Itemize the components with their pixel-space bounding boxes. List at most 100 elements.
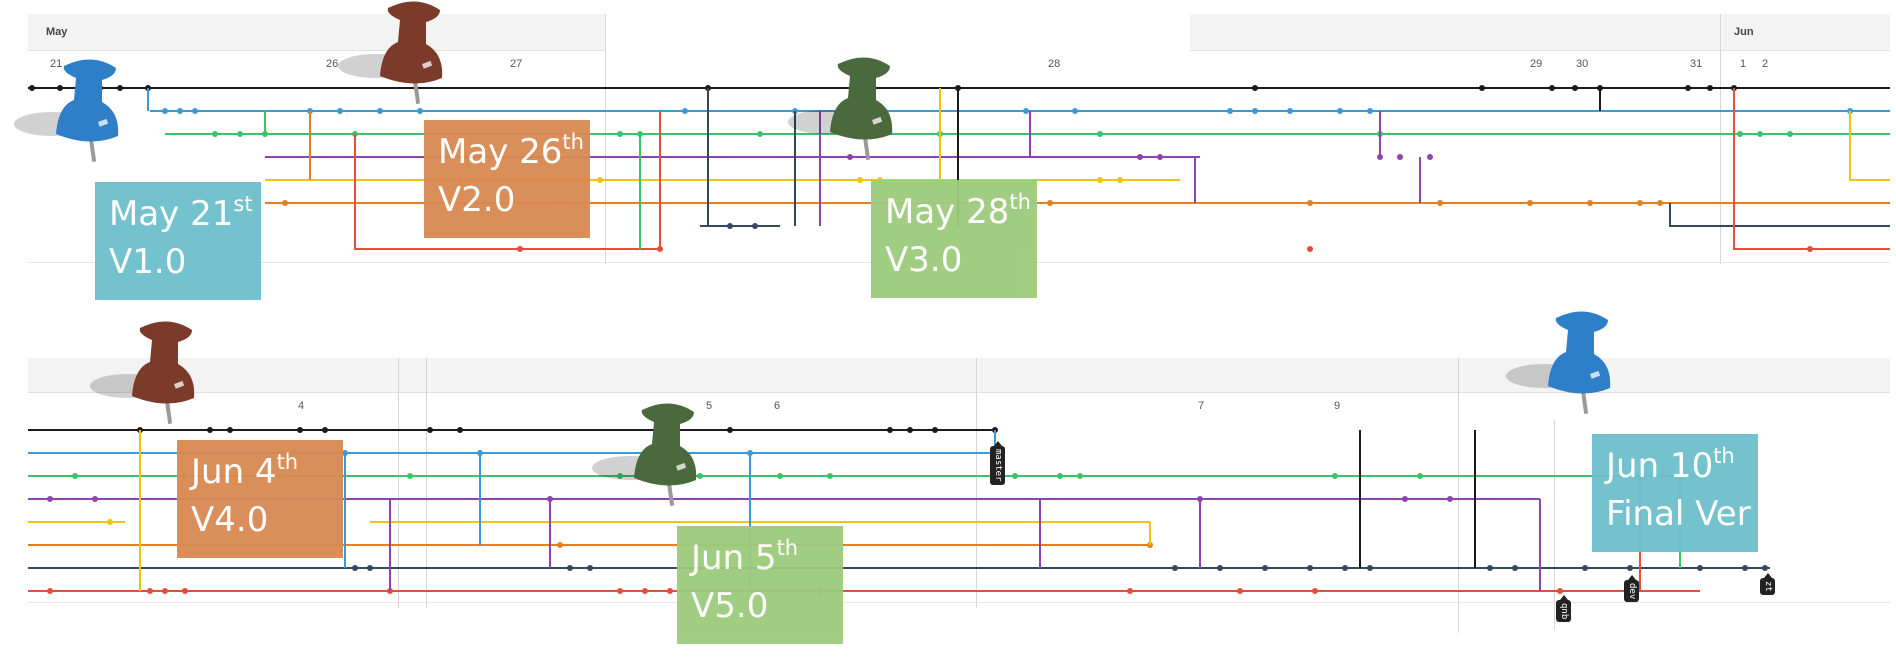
commit-dot (1172, 565, 1178, 571)
commit-dot (1227, 108, 1233, 114)
commit-dot (1367, 565, 1373, 571)
commit-dot (377, 108, 383, 114)
commit-dot (557, 542, 563, 548)
milestone-version: V5.0 (691, 586, 769, 626)
commit-dot (617, 473, 623, 479)
day-label: 30 (1576, 58, 1589, 70)
commit-dot (207, 427, 213, 433)
commit-dot (1757, 131, 1763, 137)
blue-pushpin (14, 59, 119, 162)
commit-dot (367, 565, 373, 571)
branch-tag-qnb[interactable]: qnb (1556, 594, 1571, 623)
commit-dot (1332, 473, 1338, 479)
commit-dot (567, 565, 573, 571)
top-timeline-header-left (28, 14, 606, 51)
commit-dot (517, 246, 523, 252)
commit-dot (847, 154, 853, 160)
commit-dot (597, 177, 603, 183)
day-label: 28 (1048, 58, 1061, 70)
milestone-version: V1.0 (109, 242, 187, 282)
commit-dot (162, 108, 168, 114)
commit-dot (1657, 200, 1663, 206)
commit-dot (352, 565, 358, 571)
day-label: 21 (50, 58, 63, 70)
commit-dot (1117, 177, 1123, 183)
day-label: 26 (326, 58, 339, 70)
commit-dot (1572, 85, 1578, 91)
milestone-date: Jun 10 (1606, 446, 1714, 486)
commit-dot (1742, 565, 1748, 571)
commit-dot (1307, 246, 1313, 252)
milestone-date: May 26 (438, 132, 563, 172)
day-label: 27 (510, 58, 523, 70)
milestone-date-suffix: th (1713, 444, 1735, 468)
commit-dot (1627, 565, 1633, 571)
commit-dot (667, 588, 673, 594)
branch-tag-master[interactable]: master (990, 441, 1005, 485)
commit-dot (162, 588, 168, 594)
commit-dot (932, 427, 938, 433)
commit-dot (1047, 200, 1053, 206)
commit-dot (72, 473, 78, 479)
commit-dot (752, 223, 758, 229)
commit-dot (92, 496, 98, 502)
commit-dot (47, 496, 53, 502)
commit-dot (147, 588, 153, 594)
commit-dot (1762, 565, 1768, 571)
commit-dot (1527, 200, 1533, 206)
milestone-note-v1: May 21st V1.0 (95, 182, 261, 300)
commit-dot (337, 108, 343, 114)
milestone-note-final: Jun 10th Final Ver (1592, 434, 1758, 552)
commit-dot (857, 177, 863, 183)
commit-dot (417, 108, 423, 114)
commit-dot (227, 427, 233, 433)
commit-dot (697, 473, 703, 479)
commit-dot (1685, 85, 1691, 91)
blue-pushpin (1506, 311, 1611, 414)
commit-dot (1012, 473, 1018, 479)
commit-dot (427, 427, 433, 433)
green-pushpin (788, 57, 893, 160)
commit-dot (1637, 200, 1643, 206)
bottom-divider (398, 358, 399, 608)
branch-line (1733, 88, 1890, 250)
commit-dot (1549, 85, 1555, 91)
green-pushpin (592, 403, 697, 506)
brown-pushpin (90, 321, 195, 424)
commit-dot (887, 427, 893, 433)
milestone-date-suffix: th (1009, 190, 1031, 214)
commit-dot (1582, 565, 1588, 571)
branch-tag-dev[interactable]: dev (1624, 574, 1639, 603)
commit-dot (1097, 131, 1103, 137)
commit-dot (1307, 200, 1313, 206)
branch-tag-zt[interactable]: zt (1760, 573, 1775, 595)
commit-dot (182, 588, 188, 594)
commit-dot (642, 588, 648, 594)
milestone-date-suffix: th (276, 450, 299, 474)
commit-dot (617, 131, 623, 137)
commit-dot (1127, 588, 1133, 594)
commit-dot (237, 131, 243, 137)
commit-dot (1787, 131, 1793, 137)
milestone-date: May 21 (109, 194, 234, 234)
milestone-note-v4: Jun 4th V4.0 (177, 440, 343, 558)
commit-dot (47, 588, 53, 594)
commit-dot (1437, 200, 1443, 206)
milestone-date: Jun 4 (191, 452, 277, 492)
commit-dot (1072, 108, 1078, 114)
commit-dot (1097, 177, 1103, 183)
commit-dot (177, 108, 183, 114)
commit-dot (1479, 85, 1485, 91)
milestone-note-v3: May 28th V3.0 (871, 180, 1037, 298)
commit-dot (1807, 246, 1813, 252)
commit-dot (727, 427, 733, 433)
commit-dot (1512, 565, 1518, 571)
milestone-date: Jun 5 (691, 538, 777, 578)
commit-dot (1287, 108, 1293, 114)
commit-dot (617, 588, 623, 594)
commit-dot (1697, 565, 1703, 571)
commit-dot (282, 200, 288, 206)
commit-dot (1157, 154, 1163, 160)
